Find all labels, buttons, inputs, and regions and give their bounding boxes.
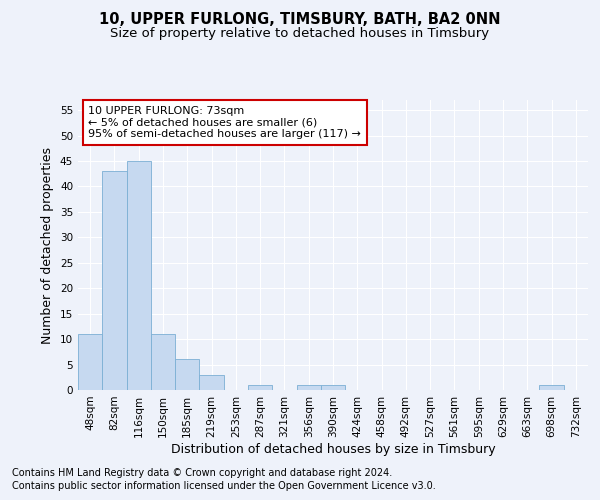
X-axis label: Distribution of detached houses by size in Timsbury: Distribution of detached houses by size … — [170, 442, 496, 456]
Bar — [175, 360, 199, 390]
Bar — [127, 161, 151, 390]
Y-axis label: Number of detached properties: Number of detached properties — [41, 146, 55, 344]
Text: 10, UPPER FURLONG, TIMSBURY, BATH, BA2 0NN: 10, UPPER FURLONG, TIMSBURY, BATH, BA2 0… — [99, 12, 501, 28]
Bar — [199, 374, 224, 390]
Bar — [539, 385, 564, 390]
Bar — [321, 385, 345, 390]
Text: 10 UPPER FURLONG: 73sqm
← 5% of detached houses are smaller (6)
95% of semi-deta: 10 UPPER FURLONG: 73sqm ← 5% of detached… — [88, 106, 361, 139]
Bar — [296, 385, 321, 390]
Text: Contains HM Land Registry data © Crown copyright and database right 2024.: Contains HM Land Registry data © Crown c… — [12, 468, 392, 477]
Text: Contains public sector information licensed under the Open Government Licence v3: Contains public sector information licen… — [12, 481, 436, 491]
Text: Size of property relative to detached houses in Timsbury: Size of property relative to detached ho… — [110, 28, 490, 40]
Bar — [78, 334, 102, 390]
Bar — [248, 385, 272, 390]
Bar — [151, 334, 175, 390]
Bar — [102, 171, 127, 390]
